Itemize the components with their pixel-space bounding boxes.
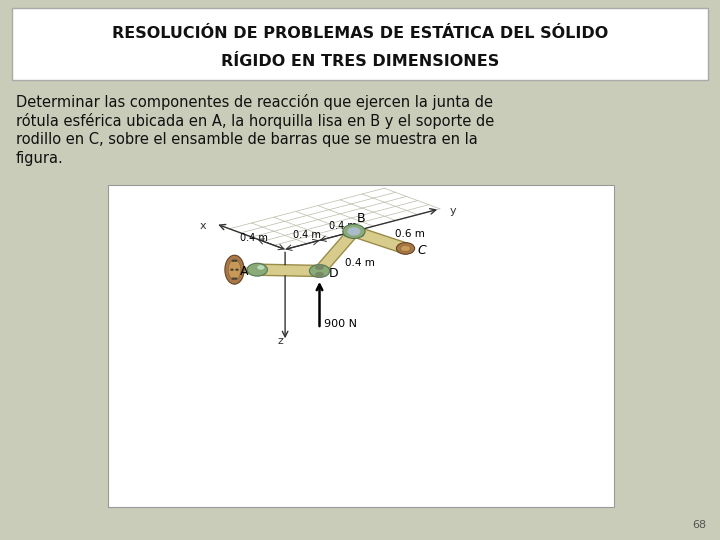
Text: 0.4 m: 0.4 m: [240, 233, 267, 243]
Circle shape: [231, 260, 235, 262]
Text: RÍGIDO EN TRES DIMENSIONES: RÍGIDO EN TRES DIMENSIONES: [221, 55, 499, 70]
Text: 0.4 m: 0.4 m: [294, 230, 321, 240]
Circle shape: [400, 245, 410, 252]
Circle shape: [235, 268, 239, 271]
Circle shape: [234, 260, 238, 262]
Circle shape: [231, 278, 235, 280]
Text: 0.4 m: 0.4 m: [329, 221, 356, 231]
Text: 68: 68: [692, 520, 706, 530]
Text: 0.6 m: 0.6 m: [395, 228, 425, 239]
Circle shape: [234, 278, 238, 280]
Circle shape: [397, 242, 415, 254]
Circle shape: [315, 272, 324, 278]
Text: D: D: [329, 267, 338, 280]
Text: Determinar las componentes de reacción que ejercen la junta de: Determinar las componentes de reacción q…: [16, 94, 493, 110]
Text: A: A: [240, 266, 249, 279]
Circle shape: [347, 227, 361, 235]
Circle shape: [257, 265, 264, 269]
Text: z: z: [277, 336, 283, 346]
Text: rótula esférica ubicada en A, la horquilla lisa en B y el soporte de: rótula esférica ubicada en A, la horquil…: [16, 113, 494, 129]
Text: y: y: [450, 206, 456, 216]
Circle shape: [247, 263, 267, 276]
Ellipse shape: [228, 260, 240, 280]
Text: RESOLUCIÓN DE PROBLEMAS DE ESTÁTICA DEL SÓLIDO: RESOLUCIÓN DE PROBLEMAS DE ESTÁTICA DEL …: [112, 26, 608, 40]
FancyBboxPatch shape: [12, 8, 708, 80]
Text: figura.: figura.: [16, 151, 64, 166]
Circle shape: [343, 224, 365, 239]
Polygon shape: [343, 231, 365, 236]
Circle shape: [310, 265, 330, 278]
Text: B: B: [357, 212, 366, 225]
FancyBboxPatch shape: [108, 185, 614, 507]
Ellipse shape: [225, 255, 244, 284]
Text: 900 N: 900 N: [323, 319, 356, 329]
Text: rodillo en C, sobre el ensamble de barras que se muestra en la: rodillo en C, sobre el ensamble de barra…: [16, 132, 478, 147]
Text: x: x: [199, 221, 206, 231]
Circle shape: [230, 268, 234, 271]
Circle shape: [315, 264, 324, 270]
Text: C: C: [418, 244, 426, 257]
Text: 0.4 m: 0.4 m: [345, 259, 374, 268]
